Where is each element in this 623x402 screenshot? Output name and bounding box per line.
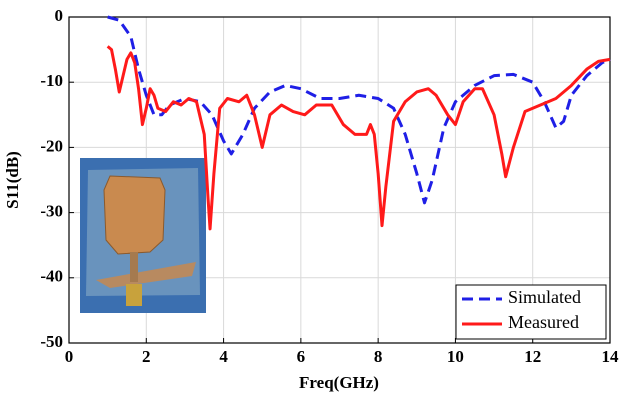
- x-tick-label: 12: [524, 347, 541, 366]
- photo-feed: [130, 252, 138, 282]
- x-tick-label: 0: [65, 347, 74, 366]
- antenna-photo: [80, 158, 206, 313]
- y-tick-label: -20: [40, 136, 63, 155]
- legend-label: Simulated: [508, 287, 581, 307]
- y-tick-label: -50: [40, 332, 63, 351]
- plot-frame: [68, 16, 611, 344]
- y-axis-label: S11(dB): [3, 151, 22, 209]
- x-tick-label: 10: [447, 347, 464, 366]
- y-tick-label: -40: [40, 267, 63, 286]
- x-tick-label: 14: [602, 347, 620, 366]
- photo-ground: [96, 262, 196, 288]
- legend-box: [455, 284, 607, 340]
- legend-label: Measured: [508, 312, 579, 332]
- x-tick-label: 6: [297, 347, 306, 366]
- x-tick-label: 8: [374, 347, 383, 366]
- y-tick-label: -10: [40, 71, 63, 90]
- photo-patch: [103, 175, 166, 255]
- series-line: [106, 45, 611, 231]
- y-tick-label: 0: [55, 6, 64, 25]
- x-tick-label: 2: [142, 347, 151, 366]
- y-tick-label: -30: [40, 202, 63, 221]
- x-axis-label: Freq(GHz): [299, 373, 379, 392]
- x-tick-label: 4: [219, 347, 228, 366]
- photo-connector: [126, 284, 142, 306]
